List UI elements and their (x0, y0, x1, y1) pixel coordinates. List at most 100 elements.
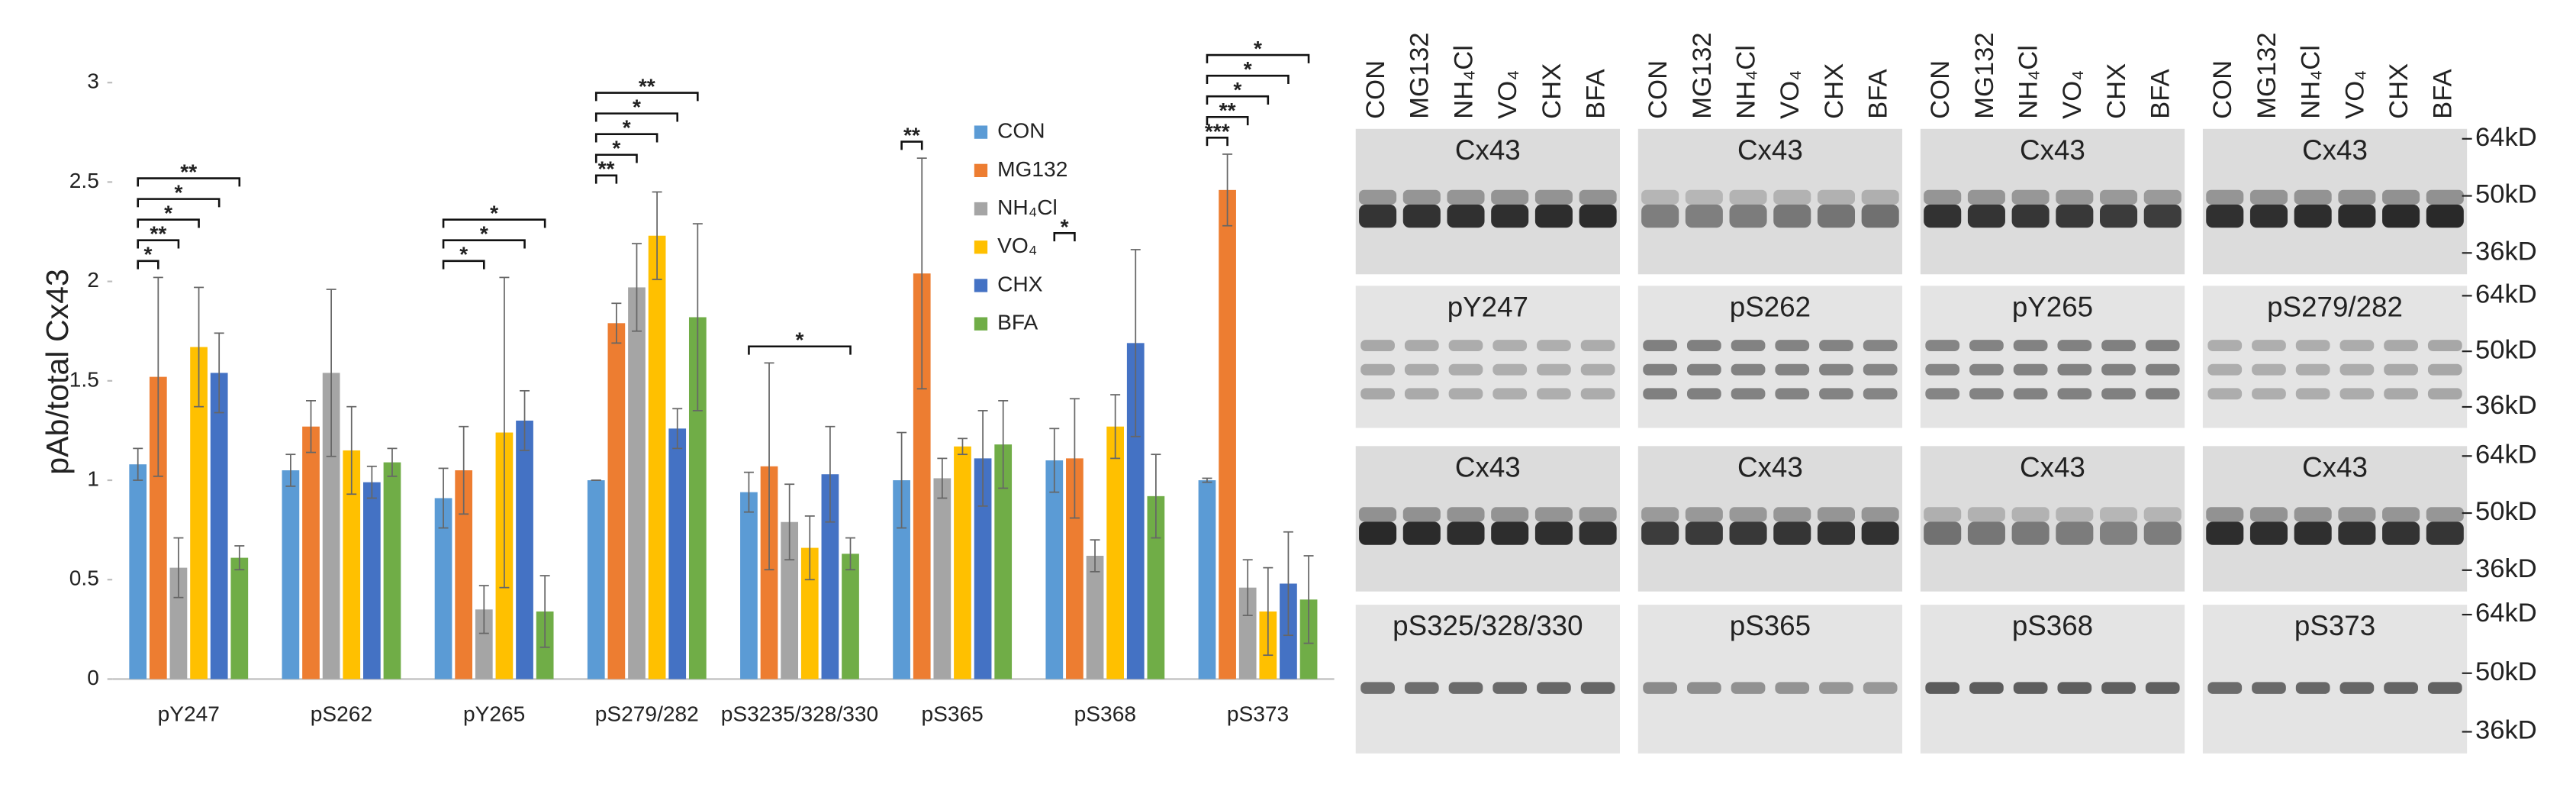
blot-band (1402, 521, 1441, 545)
bar (129, 464, 147, 679)
blot-panel (1355, 446, 1620, 592)
blot-band (2056, 507, 2094, 522)
significance-bracket (1206, 53, 1310, 63)
significance-label: ** (639, 75, 655, 98)
blot-band (2100, 521, 2138, 545)
blot-label: pS262 (1730, 291, 1811, 322)
blot-panel (1355, 605, 1620, 754)
blot-band (1580, 388, 1615, 400)
bar (587, 480, 605, 679)
blot-band (2143, 189, 2182, 205)
blot-band (2427, 682, 2462, 694)
significance-label: * (480, 222, 488, 246)
blot-band (2339, 682, 2375, 694)
lane-label: CON (2208, 60, 2237, 119)
blot-panel (2202, 286, 2468, 428)
blot-band (1641, 189, 1679, 205)
error-bar (133, 447, 143, 481)
blot-band (2338, 507, 2376, 522)
blot-band (1402, 189, 1441, 205)
blot-band (1359, 507, 1397, 522)
bar (230, 557, 249, 679)
blot-band (2143, 521, 2182, 545)
lane-label: CHX (1820, 63, 1849, 119)
bar (1045, 460, 1064, 679)
significance-label: *** (1205, 119, 1230, 143)
blot-band (2249, 507, 2288, 522)
legend-swatch (974, 163, 988, 177)
blot-band (1643, 682, 1678, 694)
blot-panel (1637, 446, 1903, 592)
bar (149, 376, 167, 679)
blot-band (1580, 682, 1615, 694)
x-tick-label: pS373 (1227, 702, 1289, 725)
marker-label: 64kD (2475, 440, 2537, 469)
marker-label: 64kD (2475, 123, 2537, 152)
x-tick-label: pS365 (921, 702, 983, 725)
bar (516, 420, 533, 679)
significance-label: * (164, 202, 172, 225)
legend-swatch (974, 317, 988, 331)
blot-band (2057, 682, 2092, 694)
blot-band (1969, 340, 2004, 352)
blot-band (1967, 507, 2005, 522)
significance-bracket (137, 260, 159, 270)
error-bar (652, 191, 662, 280)
blot-band (1686, 388, 1721, 400)
blot-band (1861, 521, 1899, 545)
blot-band (2101, 388, 2136, 400)
marker-label: 50kD (2475, 657, 2537, 686)
blot-band (2294, 204, 2332, 228)
blot-band (2295, 388, 2330, 400)
blot-band (1491, 189, 1529, 205)
marker-label: 36kD (2475, 716, 2537, 745)
blot-band (2384, 340, 2418, 352)
blot-panel (1920, 286, 2185, 428)
blot-band (2056, 204, 2094, 228)
blot-band (2100, 507, 2138, 522)
bar (994, 444, 1013, 679)
blot-band (2252, 682, 2286, 694)
blot-panel (2202, 605, 2468, 754)
lane-label: BFA (1582, 69, 1611, 119)
significance-bracket (1206, 74, 1290, 84)
blot-band (1731, 388, 1766, 400)
bar (800, 547, 819, 679)
blot-band (2145, 340, 2180, 352)
significance-label: ** (903, 123, 920, 147)
blot-band (1861, 189, 1899, 205)
blot-band (1447, 507, 1485, 522)
blot-band (2057, 388, 2092, 400)
blot-band (2143, 204, 2182, 228)
blot-band (1534, 204, 1573, 228)
bar (322, 373, 340, 679)
blot-band (2249, 204, 2288, 228)
blot-label: Cx43 (2020, 451, 2085, 483)
error-bar (1283, 531, 1293, 637)
blot-band (1492, 363, 1528, 376)
blot-band (1447, 204, 1485, 228)
bar (1106, 426, 1124, 679)
blot-label: pY265 (2012, 291, 2093, 322)
blot-band (1534, 521, 1573, 545)
error-bar (845, 537, 856, 571)
blot-label: Cx43 (2302, 451, 2368, 483)
blot-band (2056, 189, 2094, 205)
blot-band (1359, 189, 1397, 205)
lane-label: MG132 (1688, 32, 1717, 118)
significance-bracket (442, 239, 526, 249)
blot-band (2011, 521, 2050, 545)
error-bar (346, 405, 357, 495)
blot-band (1817, 507, 1856, 522)
blot-band (1580, 363, 1615, 376)
blot-band (1402, 204, 1441, 228)
blot-panel (1637, 286, 1903, 428)
bar (1198, 480, 1216, 679)
blot-panel (1920, 128, 2185, 275)
error-bar (916, 157, 927, 390)
error-bar (520, 389, 530, 451)
legend-label: BFA (997, 311, 1038, 334)
lane-label: MG132 (2252, 32, 2281, 118)
blot-band (2011, 204, 2050, 228)
lane-label: NH₄Cl (1449, 45, 1478, 119)
